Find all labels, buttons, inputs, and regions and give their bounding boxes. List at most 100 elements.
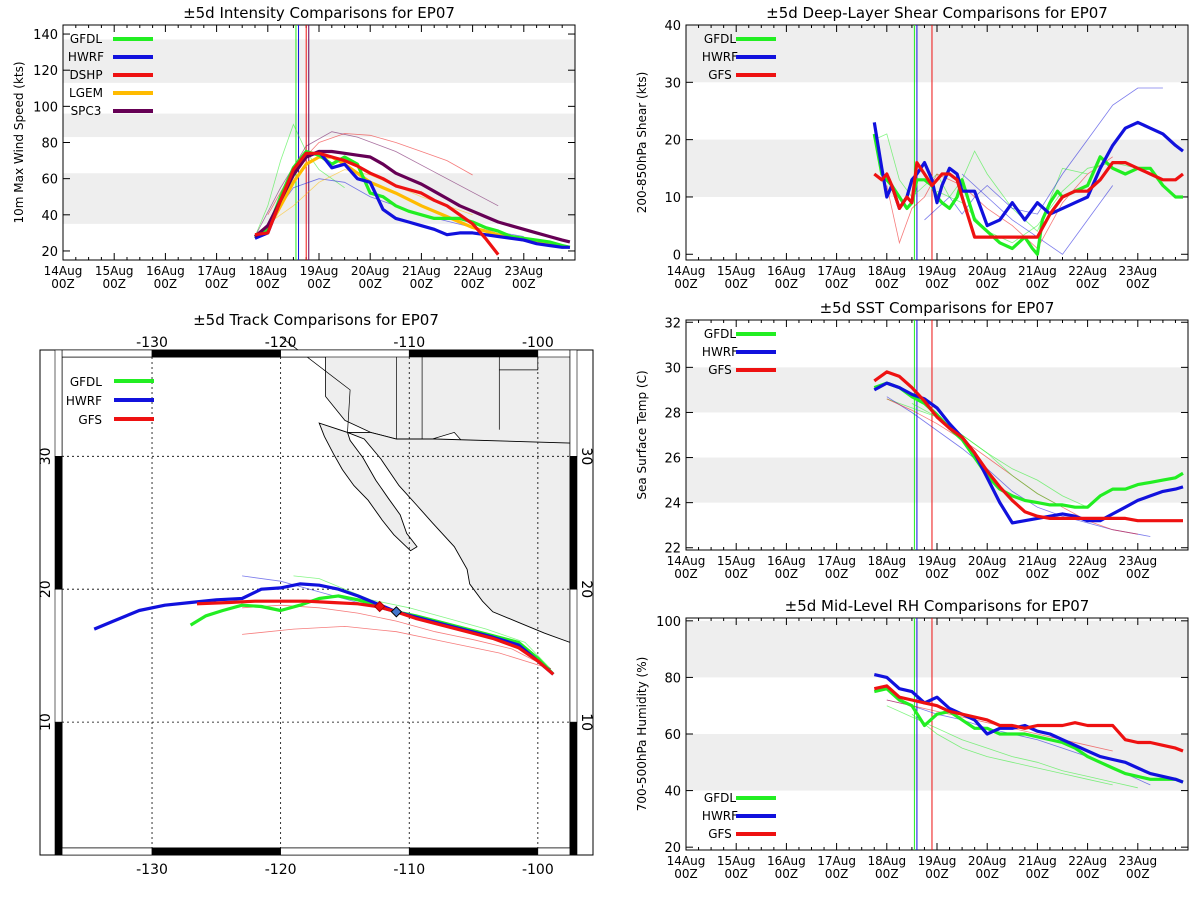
ensemble-line-gfdl	[874, 133, 1088, 232]
x-tick-label-day: 22Aug	[1068, 264, 1107, 278]
x-tick-label-hour: 00Z	[154, 277, 178, 291]
x-tick-label-hour: 00Z	[1126, 867, 1150, 881]
x-tick-label-day: 21Aug	[402, 264, 441, 278]
y-axis-label: 700-500hPa Humidity (%)	[635, 657, 649, 812]
series-line-gfs	[873, 370, 1183, 523]
x-tick-label-day: 16Aug	[767, 264, 806, 278]
ensemble-line-lgem	[267, 169, 473, 225]
x-tick-label-hour: 00Z	[1076, 567, 1100, 581]
legend-label-dshp: DSHP	[69, 68, 102, 82]
track-map: ±5d Track Comparisons for EP07 -130 -130 -1…	[38, 311, 594, 878]
y-tick-label: 30	[664, 361, 681, 376]
map-border-segment	[280, 847, 410, 856]
map-border-segment	[54, 456, 63, 590]
sst-chart: ±5d SST Comparisons for EP07 Sea Surface …	[635, 299, 1189, 581]
map-border-segment	[151, 349, 281, 358]
x-tick-label-day: 16Aug	[767, 554, 806, 568]
x-tick-label-day: 20Aug	[351, 264, 390, 278]
x-tick-label-day: 23Aug	[504, 264, 543, 278]
longitude-label-top: -100	[522, 335, 554, 351]
x-tick-label-hour: 00Z	[875, 277, 899, 291]
longitude-label-top: -120	[265, 335, 297, 351]
legend-label-spc3: SPC3	[71, 104, 102, 118]
x-tick-label-hour: 00Z	[461, 277, 485, 291]
x-tick-label-day: 15Aug	[717, 554, 756, 568]
latitude-label-right: 20	[578, 580, 594, 598]
legend-label-hwrf: HWRF	[702, 809, 738, 823]
series-line-gfs	[873, 684, 1184, 753]
x-tick-label-day: 18Aug	[248, 264, 287, 278]
x-tick-label-hour: 00Z	[205, 277, 229, 291]
x-tick-label-day: 16Aug	[146, 264, 185, 278]
track-line-gfs	[196, 599, 555, 676]
y-axis-label: 10m Max Wind Speed (kts)	[12, 61, 26, 223]
map-border-segment	[151, 847, 281, 856]
y-tick-label: 80	[41, 137, 58, 152]
y-tick-label: 20	[664, 134, 681, 149]
y-tick-label: 0	[673, 248, 681, 263]
x-tick-label-hour: 00Z	[1026, 567, 1050, 581]
y-tick-label: 120	[33, 64, 58, 79]
longitude-label-bottom: -110	[393, 862, 425, 878]
x-tick-label-hour: 00Z	[102, 277, 126, 291]
latitude-label-left: 30	[38, 447, 54, 465]
series-line-gfs	[873, 161, 1184, 239]
x-tick-label-hour: 00Z	[674, 277, 698, 291]
x-tick-label-hour: 00Z	[925, 567, 949, 581]
legend-label-gfdl: GFDL	[70, 32, 102, 46]
map-border-segment	[569, 721, 578, 856]
x-tick-label-hour: 00Z	[674, 567, 698, 581]
latitude-label-left: 20	[38, 580, 54, 598]
longitude-label-bottom: -120	[265, 862, 297, 878]
y-tick-label: 80	[664, 671, 681, 686]
map-border-segment	[537, 349, 571, 358]
x-tick-label-day: 23Aug	[1118, 554, 1157, 568]
x-tick-label-day: 20Aug	[968, 264, 1007, 278]
land-mexico-mainland	[347, 431, 571, 644]
background-band	[686, 139, 1188, 197]
x-tick-label-day: 15Aug	[717, 854, 756, 868]
map-border-segment	[569, 349, 578, 457]
y-axis-label: Sea Surface Temp (C)	[635, 370, 649, 499]
x-tick-label-day: 17Aug	[817, 554, 856, 568]
legend-label-hwrf: HWRF	[68, 50, 104, 64]
ensemble-line-hwrf	[924, 87, 1163, 221]
intensity-chart: ±5d Intensity Comparisons for EP07 10m Ma…	[12, 4, 576, 291]
background-band	[63, 173, 575, 224]
x-tick-label-day: 18Aug	[867, 854, 906, 868]
x-tick-label-hour: 00Z	[724, 277, 748, 291]
x-tick-label-hour: 00Z	[925, 867, 949, 881]
x-tick-label-hour: 00Z	[825, 567, 849, 581]
y-tick-label: 100	[656, 615, 681, 630]
x-tick-label-day: 21Aug	[1018, 554, 1057, 568]
y-tick-label: 28	[664, 406, 681, 421]
x-tick-label-day: 17Aug	[817, 264, 856, 278]
map-border-segment	[569, 588, 578, 723]
y-tick-label: 60	[664, 728, 681, 743]
x-tick-label-hour: 00Z	[512, 277, 536, 291]
x-tick-label-hour: 00Z	[975, 277, 999, 291]
map-border-segment	[408, 847, 539, 856]
map-border-segment	[54, 721, 63, 856]
x-tick-label-day: 19Aug	[918, 854, 957, 868]
y-tick-label: 26	[664, 452, 681, 467]
chart-title: ±5d Mid-Level RH Comparisons for EP07	[785, 597, 1090, 615]
x-tick-label-hour: 00Z	[1026, 867, 1050, 881]
y-tick-label: 20	[664, 841, 681, 856]
y-tick-label: 40	[664, 785, 681, 800]
x-tick-label-day: 22Aug	[1068, 554, 1107, 568]
observed-position-marker	[373, 600, 386, 613]
chart-title: ±5d Track Comparisons for EP07	[193, 311, 439, 329]
x-tick-label-hour: 00Z	[825, 277, 849, 291]
x-tick-label-hour: 00Z	[1126, 567, 1150, 581]
latitude-label-right: 30	[578, 447, 594, 465]
longitude-label-bottom: -130	[136, 862, 168, 878]
legend-label-gfdl: GFDL	[704, 327, 736, 341]
ensemble-line-spc3	[254, 131, 499, 237]
ensemble-line-gfdl	[911, 713, 1113, 786]
x-tick-label-hour: 00Z	[975, 567, 999, 581]
chart-title: ±5d Deep-Layer Shear Comparisons for EP0…	[766, 4, 1108, 22]
legend-label-gfdl: GFDL	[704, 32, 736, 46]
legend-label-gfs: GFS	[78, 413, 102, 427]
ensemble-line-gfdl	[886, 705, 1138, 789]
